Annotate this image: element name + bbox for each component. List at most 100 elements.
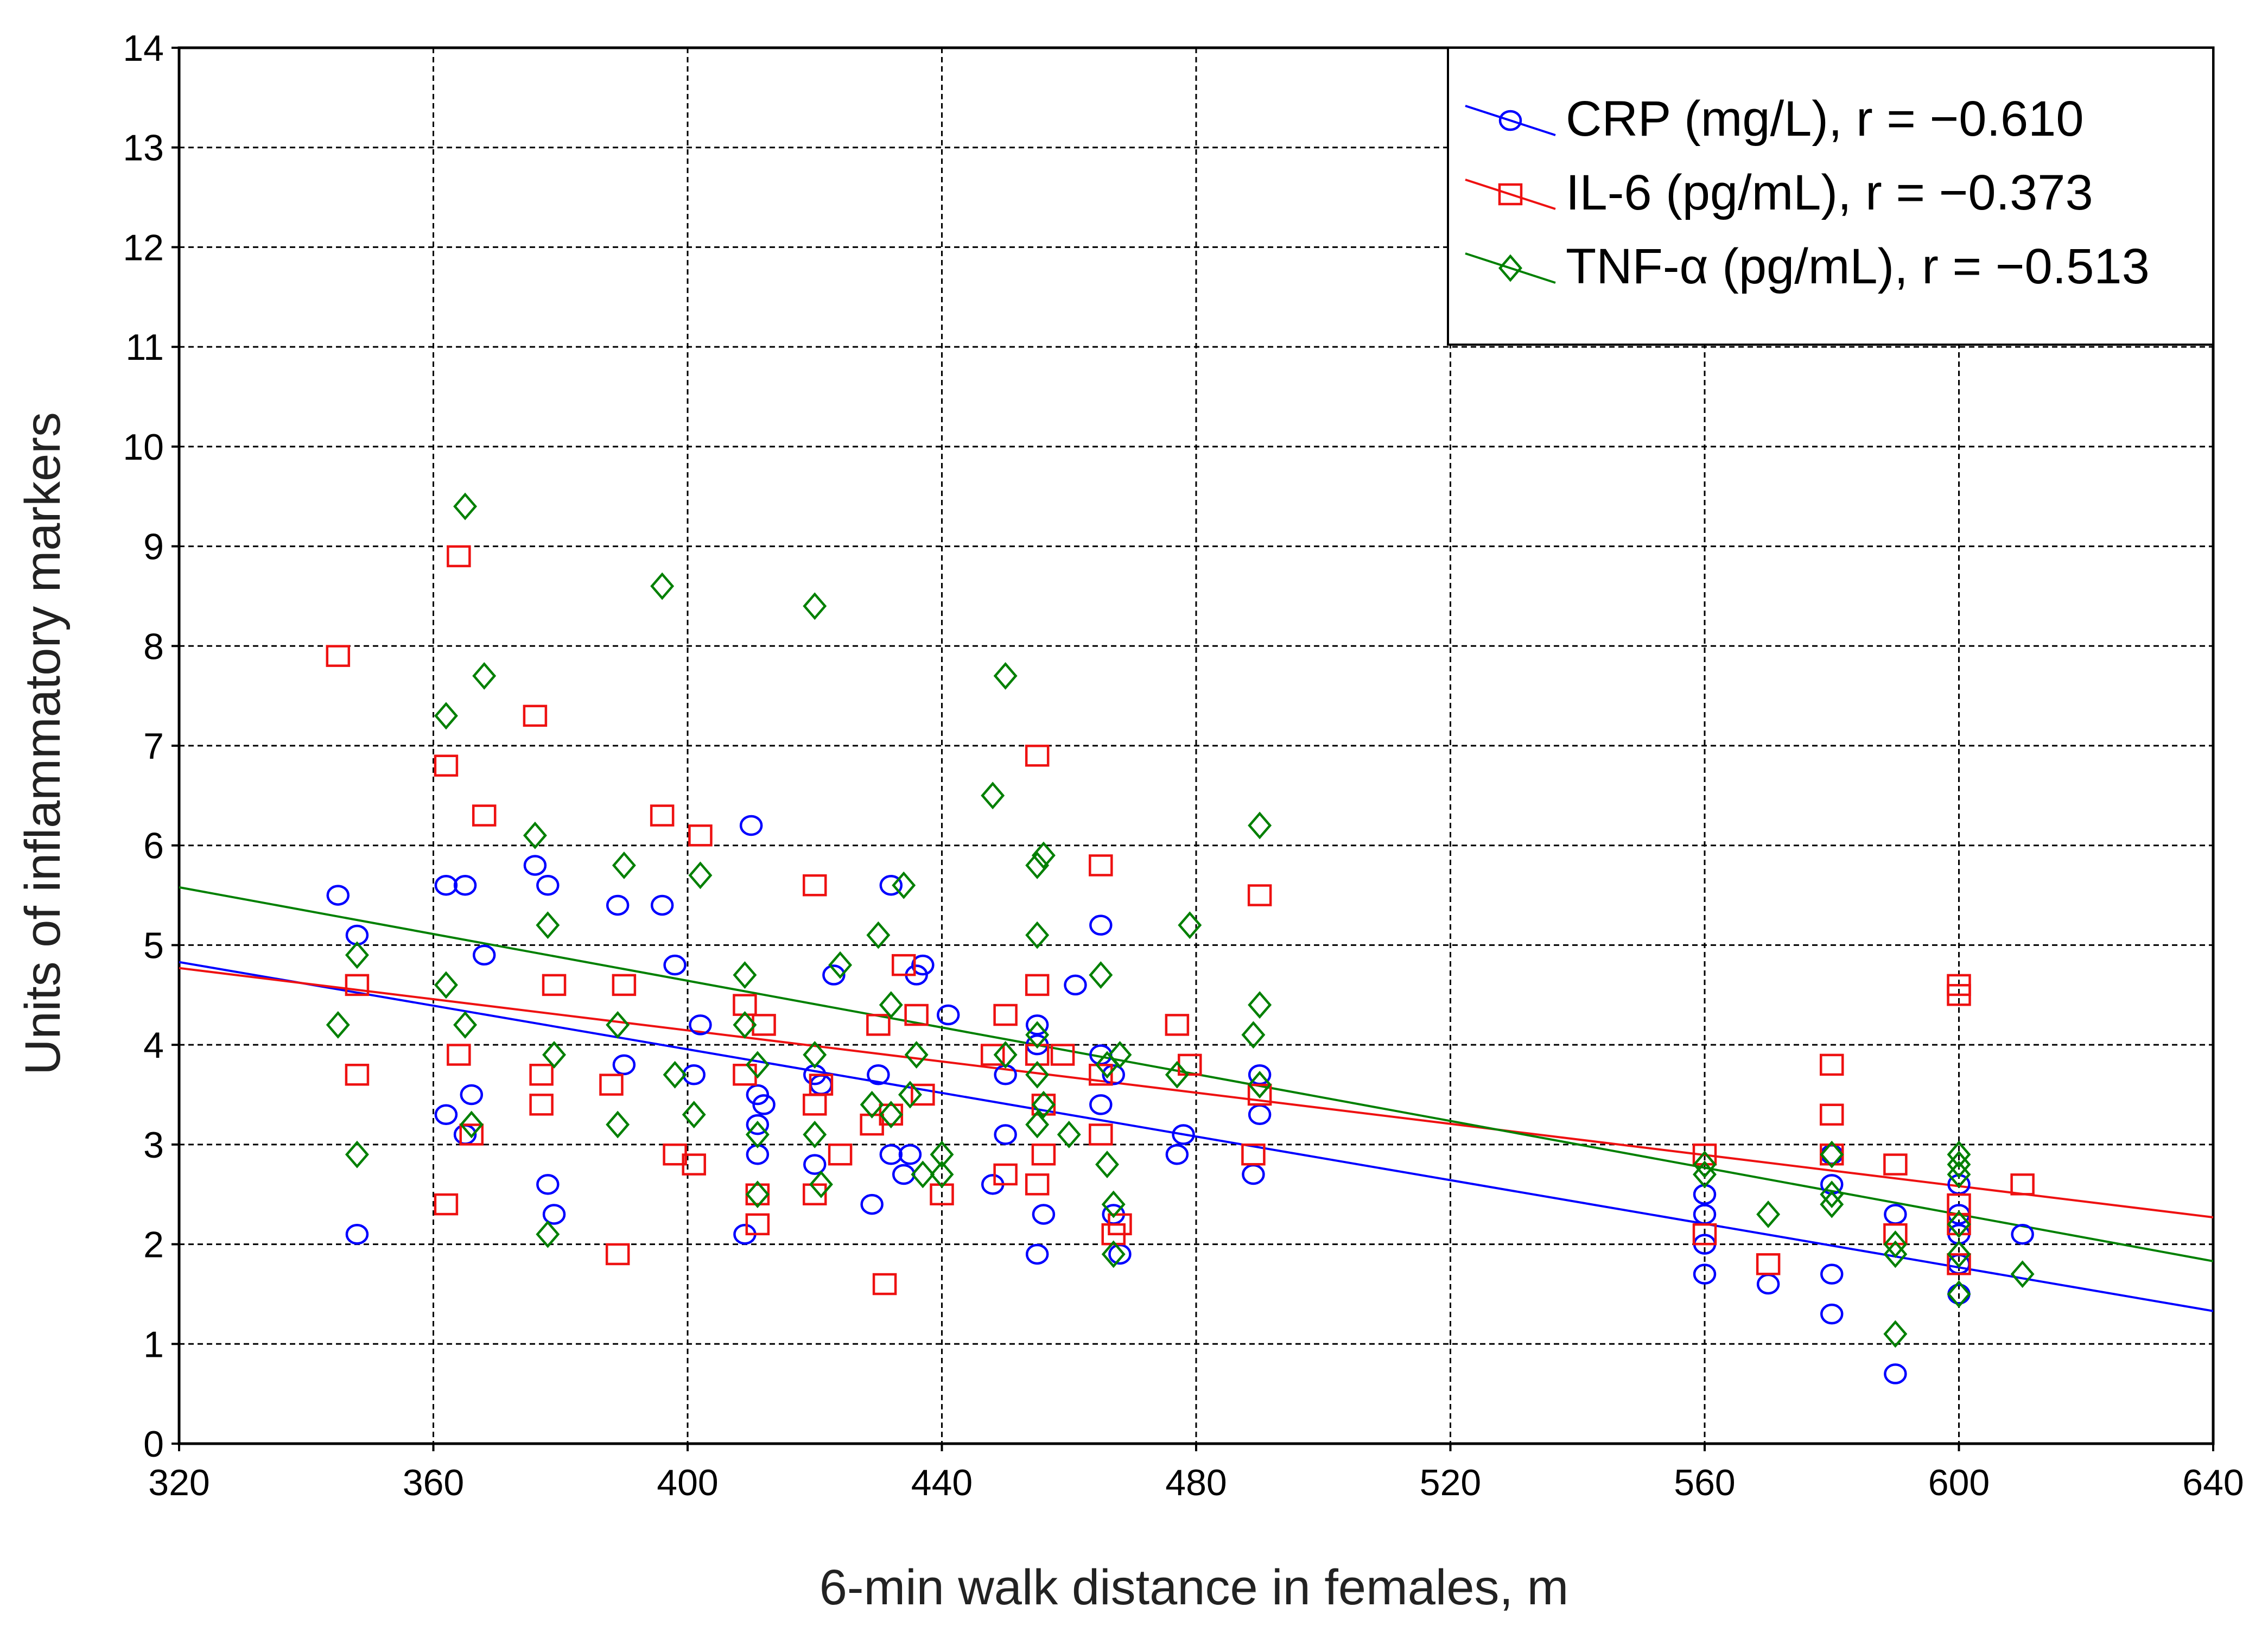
y-tick-label: 1	[143, 1324, 164, 1365]
data-point-tnf	[1108, 1041, 1132, 1069]
data-point-tnf	[345, 941, 369, 969]
data-point-crp	[1693, 1263, 1717, 1285]
y-tick-label: 13	[123, 128, 164, 169]
legend-item-crp: CRP (mg/L), r = −0.610	[1465, 91, 2084, 147]
data-point-tnf	[1178, 911, 1202, 939]
data-point-il6	[872, 1273, 897, 1295]
data-point-tnf	[606, 1110, 630, 1139]
x-tick-label: 520	[1420, 1462, 1481, 1503]
data-point-tnf	[803, 592, 827, 620]
data-point-il6	[1165, 1014, 1190, 1036]
data-point-tnf	[434, 971, 458, 999]
data-point-il6	[529, 1064, 554, 1086]
data-point-il6	[447, 1044, 471, 1066]
data-point-crp	[994, 1124, 1017, 1145]
data-point-crp	[867, 1064, 890, 1085]
data-point-il6	[891, 954, 916, 976]
data-point-tnf	[1947, 1280, 1971, 1308]
data-point-tnf	[803, 1121, 827, 1148]
data-point-tnf	[1241, 1021, 1266, 1049]
data-point-tnf	[1756, 1201, 1781, 1228]
data-point-il6	[1820, 1053, 1844, 1076]
y-tick-label: 0	[143, 1424, 164, 1465]
data-point-il6	[1247, 884, 1272, 906]
x-tick-label: 560	[1674, 1462, 1735, 1503]
y-tick-label: 3	[143, 1125, 164, 1166]
data-point-tnf	[1947, 1210, 1971, 1238]
data-point-tnf	[1693, 1151, 1717, 1179]
data-point-tnf	[828, 951, 853, 979]
data-point-tnf	[1248, 811, 1272, 840]
data-point-crp	[650, 894, 674, 916]
data-point-tnf	[1820, 1140, 1844, 1168]
data-point-tnf	[898, 1081, 922, 1109]
data-point-tnf	[1095, 1151, 1119, 1179]
legend-marker-crp	[1498, 110, 1522, 131]
data-point-tnf	[993, 662, 1018, 690]
data-point-tnf	[803, 1041, 827, 1069]
data-point-tnf	[688, 861, 713, 890]
data-point-il6	[447, 545, 471, 568]
data-point-crp	[1032, 1204, 1056, 1225]
data-point-tnf	[1025, 852, 1050, 879]
data-point-il6	[1025, 974, 1050, 996]
x-axis-title: 6-min walk distance in females, m	[819, 1560, 1569, 1615]
data-point-crp	[536, 874, 560, 896]
data-point-il6	[472, 804, 497, 827]
data-point-tnf	[733, 1011, 757, 1039]
data-point-tnf	[745, 1121, 770, 1148]
fit-line-il6	[179, 967, 2214, 1218]
data-point-crp	[542, 1204, 566, 1225]
data-point-tnf	[453, 1011, 478, 1039]
legend: CRP (mg/L), r = −0.610 IL-6 (pg/mL), r =…	[1447, 47, 2214, 346]
data-point-crp	[663, 954, 687, 976]
data-point-tnf	[1101, 1190, 1126, 1218]
legend-line-crp	[1465, 105, 1556, 136]
y-tick-label: 10	[123, 427, 164, 468]
data-point-crp	[746, 1084, 770, 1106]
data-point-il6	[682, 1153, 706, 1176]
data-point-tnf	[1820, 1180, 1844, 1209]
x-tick-label: 600	[1928, 1462, 1990, 1503]
data-point-il6	[745, 1213, 770, 1236]
data-point-il6	[993, 1003, 1018, 1026]
data-point-tnf	[682, 1101, 706, 1129]
data-point-tnf	[1025, 1021, 1050, 1049]
data-point-crp	[746, 1114, 770, 1135]
data-point-tnf	[993, 1041, 1018, 1069]
data-point-tnf	[1025, 1060, 1050, 1089]
y-tick-label: 6	[143, 825, 164, 867]
legend-marker-il6	[1498, 183, 1523, 206]
data-point-il6	[605, 1243, 630, 1266]
data-point-tnf	[866, 921, 891, 949]
data-point-tnf	[453, 492, 478, 520]
data-point-tnf	[542, 1041, 567, 1069]
data-point-tnf	[536, 1220, 560, 1248]
data-point-il6	[1089, 854, 1113, 876]
legend-line-tnf	[1465, 252, 1556, 284]
data-point-tnf	[1693, 1160, 1717, 1189]
data-point-il6	[434, 754, 459, 777]
y-tick-label: 7	[143, 726, 164, 767]
data-point-crp	[2011, 1223, 2034, 1245]
data-point-il6	[1089, 1123, 1113, 1146]
data-point-il6	[809, 1074, 834, 1096]
y-axis-title: Units of inflammatory markers	[15, 412, 71, 1075]
y-tick-label: 5	[143, 925, 164, 966]
data-point-crp	[911, 954, 935, 976]
data-point-il6	[1025, 745, 1050, 767]
data-point-il6	[1947, 1253, 1971, 1275]
data-point-tnf	[2010, 1260, 2035, 1288]
data-point-tnf	[606, 1011, 630, 1039]
data-point-tnf	[860, 1090, 884, 1119]
data-point-crp	[879, 1144, 903, 1165]
data-point-crp	[472, 944, 496, 966]
data-point-il6	[1025, 1173, 1050, 1196]
data-point-crp	[612, 1054, 636, 1076]
data-point-tnf	[1101, 1240, 1126, 1268]
y-tick-label: 14	[123, 28, 164, 69]
data-point-tnf	[1248, 991, 1272, 1019]
data-point-il6	[1108, 1213, 1132, 1236]
data-point-crp	[803, 1154, 827, 1175]
